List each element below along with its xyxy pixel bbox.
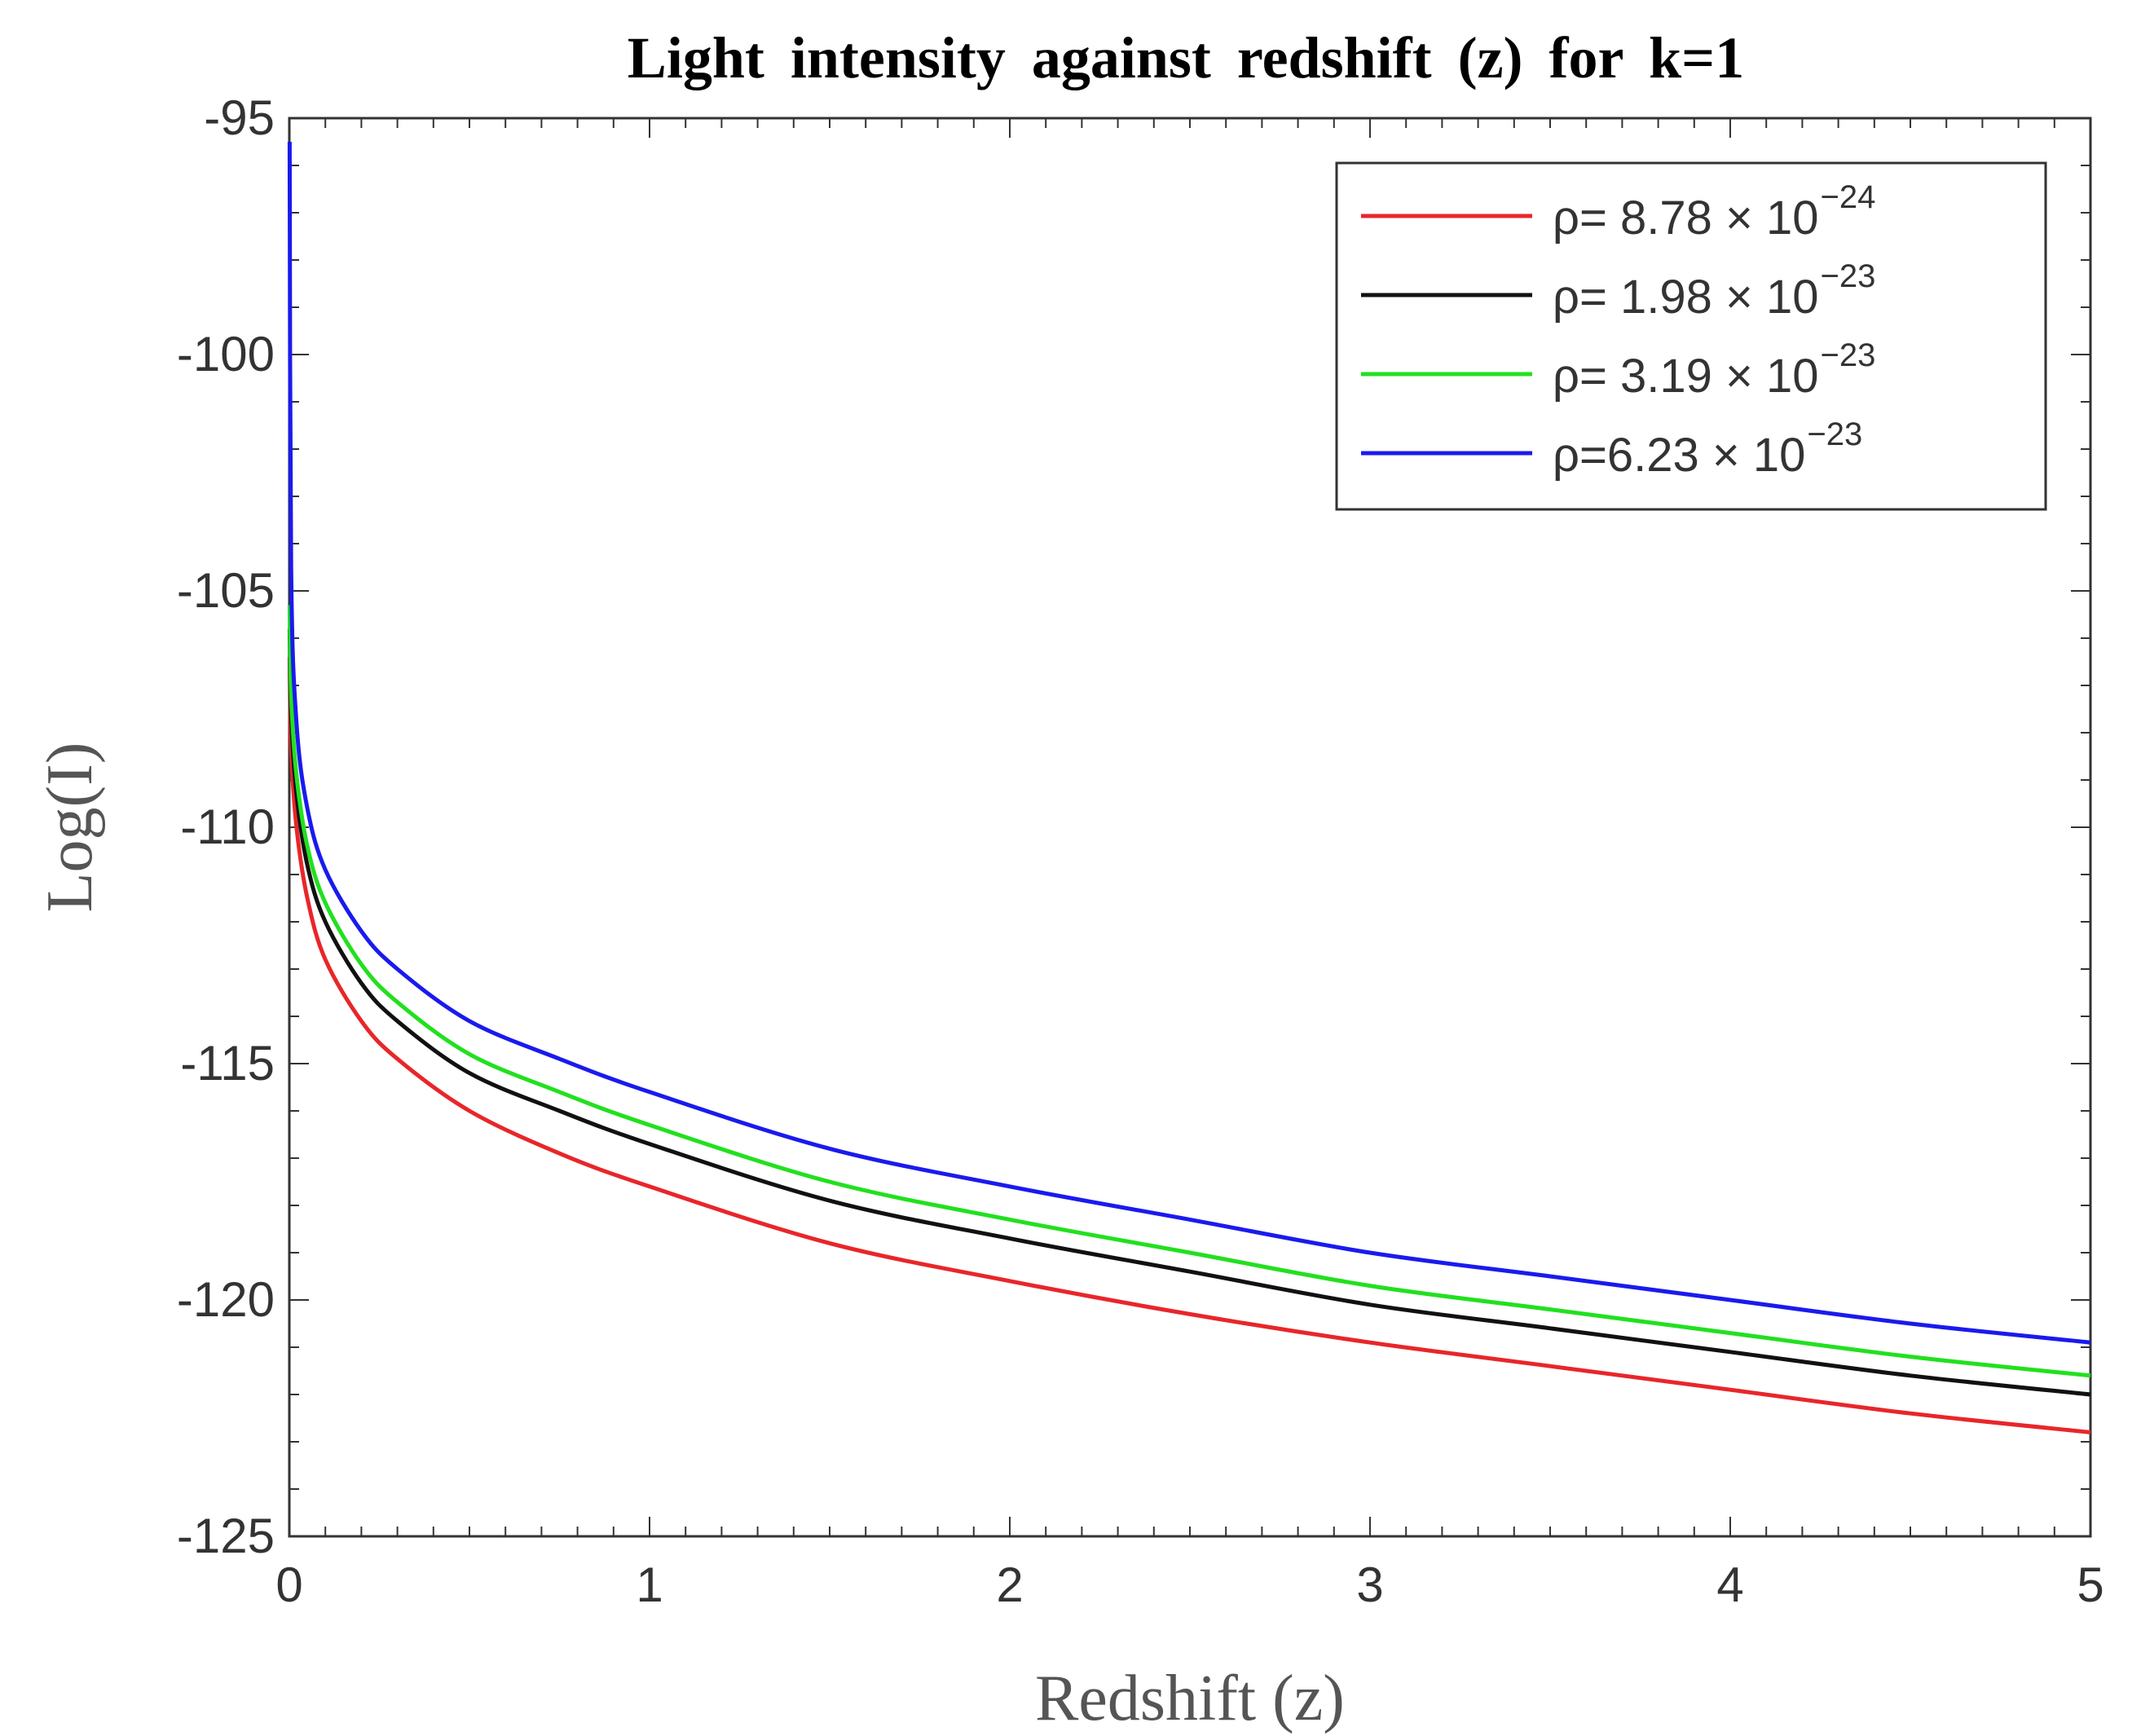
x-tick-label: 2: [996, 1558, 1023, 1612]
legend-exponent-2: −23: [1820, 258, 1875, 294]
series-line-2: [287, 628, 2091, 1397]
legend-label-2: ρ= 1.98 × 10: [1553, 271, 1818, 324]
series-line-3: [287, 605, 2091, 1378]
x-tick-label: 1: [636, 1558, 663, 1612]
x-tick-label: 3: [1356, 1558, 1383, 1612]
y-tick-label: -115: [180, 1036, 275, 1091]
series-group: [287, 141, 2091, 1434]
legend-label-3: ρ= 3.19 × 10: [1553, 350, 1818, 403]
legend-label-1: ρ= 8.78 × 10: [1553, 192, 1818, 245]
y-tick-label: -110: [180, 800, 275, 854]
x-tick-label: 0: [275, 1558, 302, 1612]
y-tick-label: -125: [177, 1509, 275, 1563]
legend-exponent-4: −23: [1807, 416, 1862, 452]
legend: ρ= 8.78 × 10 −24ρ= 1.98 × 10 −23ρ= 3.19 × …: [1335, 161, 2047, 511]
y-tick-label: -100: [177, 327, 275, 381]
series-line-4: [287, 141, 2091, 1345]
tick-labels: 0 1 2 3 4 5 -95 -100 -105 -110 -115 -120 -125: [177, 90, 2104, 1612]
x-tick-label: 5: [2077, 1558, 2104, 1612]
y-tick-label: -105: [177, 563, 275, 618]
legend-exponent-3: −23: [1820, 337, 1875, 373]
x-tick-label: 4: [1716, 1558, 1743, 1612]
y-axis-label: Log(I): [34, 742, 106, 913]
x-axis-label: Redshift (z): [1035, 1663, 1345, 1734]
y-tick-label: -120: [177, 1272, 275, 1327]
legend-label-4: ρ=6.23 × 10: [1553, 429, 1805, 482]
series-line-1: [287, 657, 2091, 1434]
y-tick-label: -95: [204, 90, 275, 145]
legend-exponent-1: −24: [1820, 179, 1875, 215]
chart-title: Light intensity against redshift (z) for…: [628, 25, 1744, 90]
